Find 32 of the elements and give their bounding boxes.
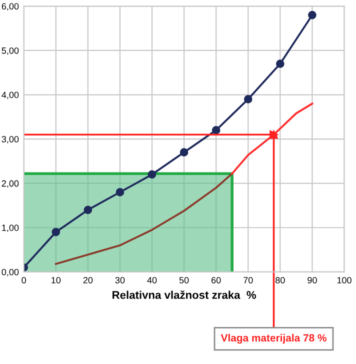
x-tick-label: 10 [52,277,61,284]
y-tick-label: 2,00 [2,180,19,188]
x-tick-label: 80 [276,277,285,284]
x-tick-label: 30 [115,277,125,284]
x-tick-label: 50 [179,277,189,284]
x-tick-label: 70 [244,277,253,284]
x-tick-label: 90 [308,277,317,284]
point [52,228,60,236]
line-series [231,102,314,175]
point [84,206,92,214]
y-tick-label: 6,00 [2,3,19,11]
x-axis-title: Relativna vlažnost zraka % [112,290,256,299]
x-tick-label: 20 [83,277,93,284]
line-series [54,172,234,265]
point [180,148,188,156]
x-tick-label: 40 [147,277,157,284]
point [148,170,156,179]
x-tick-label: 0 [22,277,26,284]
ref-line-label: Vlaga materijala 78 % [220,334,326,344]
y-tick-label: 1,00 [2,224,19,232]
y-tick-label: 0,00 [2,268,19,276]
point [308,10,316,20]
x-tick-label: 60 [212,277,221,284]
point [276,60,284,68]
point [270,130,278,139]
point [212,126,220,134]
y-tick-label: 5,00 [2,47,19,55]
x-tick-label: 100 [337,277,352,284]
y-tick-label: 3,00 [2,136,19,144]
point [116,188,124,196]
y-tick-label: 4,00 [2,92,19,100]
point [244,95,252,104]
